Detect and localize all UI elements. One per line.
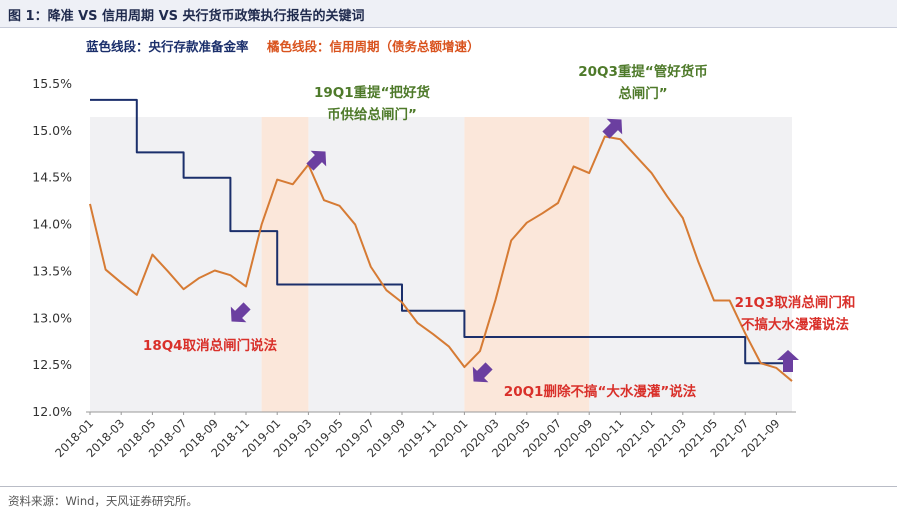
shade-gray-band-2 [589, 117, 792, 412]
y-tick-label: 12.5% [32, 357, 72, 372]
shade-band-0 [261, 117, 309, 412]
annotation-arrow-icon [602, 118, 623, 139]
title-bar: 图 1：降准 VS 信用周期 VS 央行货币政策执行报告的关键词 [0, 0, 897, 28]
annotation-text: 20Q3重提“管好货币 [578, 63, 708, 80]
source-note: 资料来源：Wind，天风证券研究所。 [8, 494, 198, 508]
y-tick-label: 14.5% [32, 170, 72, 185]
annotation-text: 18Q4取消总闸门说法 [143, 337, 278, 354]
footer-divider [0, 486, 897, 487]
y-tick-label: 14.0% [32, 217, 72, 232]
series-line-blue [90, 98, 792, 365]
y-tick-label: 15.0% [32, 123, 72, 138]
legend-blue-series: 蓝色线段：央行存款准备金率 [86, 39, 249, 54]
annotation-text: 19Q1重提“把好货 [314, 84, 431, 101]
figure-title: 图 1：降准 VS 信用周期 VS 央行货币政策执行报告的关键词 [8, 9, 365, 24]
annotation-text: 20Q1删除不搞“大水漫灌”说法 [504, 383, 697, 400]
y-tick-label: 13.5% [32, 263, 72, 278]
shade-gray-band-0 [90, 117, 262, 412]
series-line-orange [89, 135, 793, 382]
y-tick-label: 12.0% [32, 404, 72, 419]
annotation-text: 币供给总闸门” [327, 106, 417, 123]
annotation-arrow-icon [777, 350, 799, 372]
y-tick-label: 13.0% [32, 310, 72, 325]
annotation-arrow-icon [472, 362, 493, 383]
annotation-text: 总闸门” [618, 85, 667, 102]
annotation-arrow-icon [230, 302, 251, 323]
annotation-arrow-icon [306, 150, 327, 171]
y-tick-label: 15.5% [32, 76, 72, 91]
annotation-text: 21Q3取消总闸门和 [735, 294, 856, 311]
shade-gray-band-1 [308, 117, 465, 412]
line-chart: 15.5% 15.0% 14.5% 14.0% 13.5% 13.0% 12.5% 12.0%… [32, 63, 856, 460]
legend-orange-series: 橘色线段：信用周期（债务总额增速） [267, 39, 480, 54]
annotation-text: 不搞大水漫灌说法 [741, 316, 849, 333]
